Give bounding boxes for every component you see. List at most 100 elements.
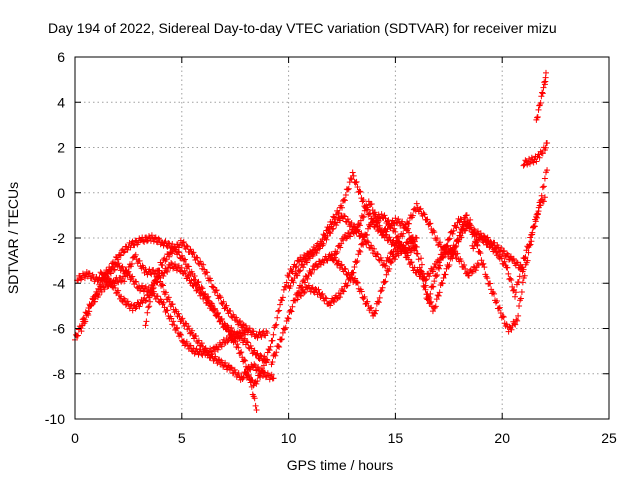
data-point [339, 287, 346, 294]
data-point [227, 364, 234, 371]
data-point [338, 261, 345, 268]
data-point [132, 251, 139, 258]
data-point [115, 260, 122, 267]
data-point [348, 219, 355, 226]
data-point [453, 224, 460, 231]
data-point [313, 250, 320, 257]
data-point [128, 274, 135, 281]
data-point [218, 343, 225, 350]
data-point [242, 322, 249, 329]
data-point [357, 217, 364, 224]
data-point [275, 308, 282, 315]
data-point [477, 250, 484, 257]
data-point [278, 336, 285, 343]
data-point [327, 230, 334, 237]
data-point [344, 216, 351, 223]
data-point [377, 228, 384, 235]
data-point [241, 356, 248, 363]
data-point [207, 277, 214, 284]
data-point [342, 191, 349, 198]
data-point [174, 324, 181, 331]
data-point [446, 235, 453, 242]
data-point [217, 317, 224, 324]
data-point [340, 212, 347, 219]
data-point [518, 265, 525, 272]
data-point [345, 218, 352, 225]
data-point [335, 258, 342, 265]
data-point [260, 362, 267, 369]
data-point [195, 284, 202, 291]
data-point [101, 271, 108, 278]
data-point [424, 291, 431, 298]
data-point [430, 227, 437, 234]
data-point [290, 279, 297, 286]
data-point [74, 332, 81, 339]
data-point [310, 251, 317, 258]
data-point [434, 272, 441, 279]
data-point [493, 298, 500, 305]
data-point [364, 298, 371, 305]
data-point [352, 179, 359, 186]
data-point [432, 303, 439, 310]
data-point [504, 250, 511, 257]
data-point [273, 321, 280, 328]
data-point [408, 234, 415, 241]
data-point [384, 218, 391, 225]
data-point [173, 325, 180, 332]
data-point [259, 368, 266, 375]
data-point [98, 288, 105, 295]
data-point [297, 292, 304, 299]
x-axis-label: GPS time / hours [287, 457, 394, 473]
data-point [372, 307, 379, 314]
x-tick-label: 15 [388, 430, 404, 446]
data-point [440, 249, 447, 256]
data-point [78, 328, 85, 335]
data-point [399, 241, 406, 248]
data-point [285, 273, 292, 280]
data-point [165, 294, 172, 301]
data-point [108, 278, 115, 285]
data-point [192, 332, 199, 339]
data-point [151, 235, 158, 242]
data-point [411, 242, 418, 249]
data-point [391, 225, 398, 232]
data-point [468, 269, 475, 276]
data-point [82, 318, 89, 325]
data-point [101, 286, 108, 293]
data-point [150, 266, 157, 273]
data-point [504, 264, 511, 271]
data-point [190, 345, 197, 352]
data-point [121, 297, 128, 304]
data-point [376, 294, 383, 301]
data-point [319, 290, 326, 297]
data-point [254, 377, 261, 384]
data-point [395, 233, 402, 240]
data-point [326, 229, 333, 236]
data-point [304, 275, 311, 282]
data-point [351, 263, 358, 270]
data-point [147, 290, 154, 297]
data-point [198, 340, 205, 347]
data-point [431, 229, 438, 236]
data-point [92, 298, 99, 305]
data-point [530, 159, 537, 166]
data-point [336, 210, 343, 217]
data-point [520, 162, 527, 169]
data-point [220, 298, 227, 305]
data-point [507, 253, 514, 260]
data-point [156, 267, 163, 274]
data-point [267, 343, 274, 350]
data-point [274, 314, 281, 321]
data-point [213, 287, 220, 294]
data-point [470, 229, 477, 236]
data-point [391, 256, 398, 263]
data-point [167, 264, 174, 271]
data-point [496, 304, 503, 311]
data-point [147, 298, 154, 305]
data-point [222, 359, 229, 366]
data-point [238, 333, 245, 340]
data-point [399, 218, 406, 225]
data-point [178, 332, 185, 339]
data-point [459, 226, 466, 233]
data-point [532, 218, 539, 225]
